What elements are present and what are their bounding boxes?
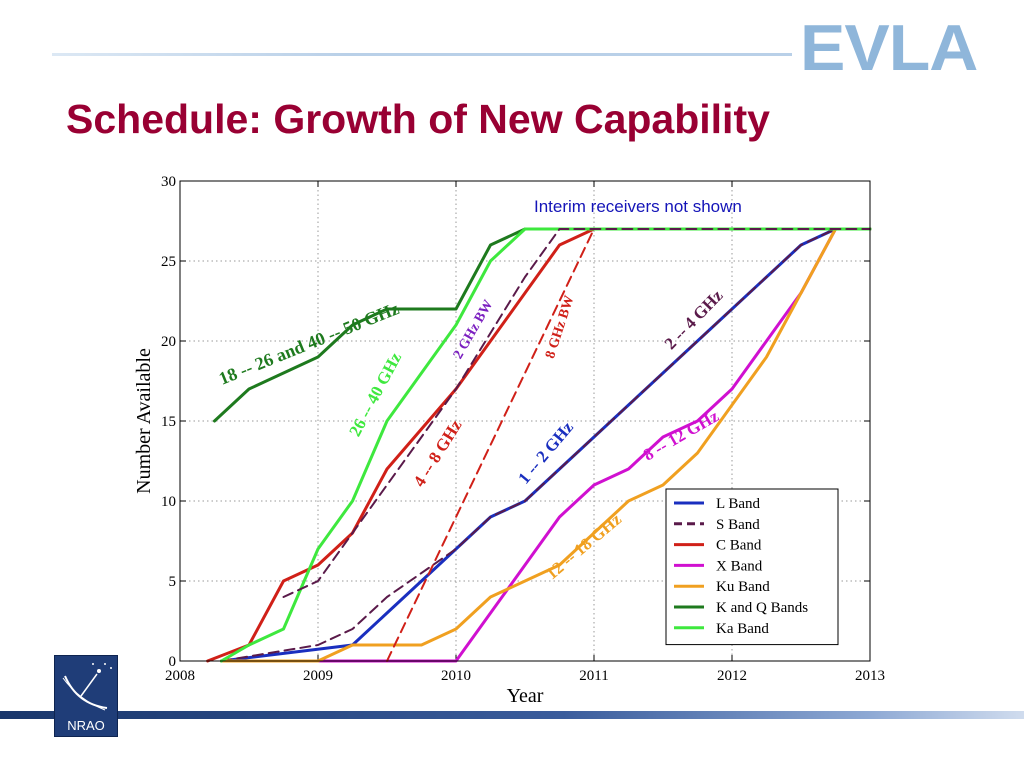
y-tick-label: 5 bbox=[169, 574, 177, 590]
series-line-k-and-q-bands bbox=[213, 227, 872, 423]
legend-item-label: L Band bbox=[716, 496, 761, 512]
x-tick-label: 2012 bbox=[717, 668, 747, 684]
x-tick-label: 2011 bbox=[579, 668, 608, 684]
legend-item-label: C Band bbox=[716, 538, 762, 554]
series-line-c-band bbox=[206, 227, 872, 663]
series-line-ku-band bbox=[219, 227, 872, 663]
chart-note: Interim receivers not shown bbox=[534, 197, 742, 216]
y-tick-label: 20 bbox=[161, 334, 176, 350]
y-tick-label: 30 bbox=[161, 174, 176, 190]
plot-frame bbox=[179, 180, 871, 662]
legend-item-label: Ka Band bbox=[716, 621, 769, 637]
legend-item-label: S Band bbox=[716, 517, 760, 533]
series-line-unlabeled-8 bbox=[386, 228, 595, 662]
y-tick-label: 15 bbox=[161, 414, 176, 430]
chart-container: 2008 2009 2010 2011 2012 2013 0 5 10 15 20 25 30 Year… bbox=[128, 168, 900, 712]
evla-logo: EVLA bbox=[800, 11, 978, 85]
legend-item-label: X Band bbox=[716, 558, 763, 574]
series-line-unlabeled-7 bbox=[282, 228, 871, 598]
nrao-logo-text: NRAO bbox=[67, 718, 105, 733]
telescope-dish-icon bbox=[62, 663, 112, 711]
series-line-s-band bbox=[220, 228, 871, 662]
y-axis-label: Number Available bbox=[133, 348, 155, 494]
x-tick-label: 2009 bbox=[303, 668, 333, 684]
slide-title: Schedule: Growth of New Capability bbox=[66, 96, 770, 142]
x-tick-label: 2008 bbox=[165, 668, 195, 684]
legend-item-label: Ku Band bbox=[716, 579, 770, 595]
x-tick-label: 2010 bbox=[441, 668, 471, 684]
y-tick-label: 25 bbox=[161, 254, 176, 270]
line-chart: 2008 2009 2010 2011 2012 2013 0 5 10 15 20 25 30 Year… bbox=[133, 174, 885, 707]
x-tick-label: 2013 bbox=[855, 668, 885, 684]
x-axis-label: Year bbox=[507, 685, 544, 707]
nrao-logo: NRAO bbox=[54, 655, 118, 737]
series-line-ka-band bbox=[219, 227, 872, 663]
legend-item-label: K and Q Bands bbox=[716, 600, 808, 616]
y-tick-label: 0 bbox=[169, 654, 177, 670]
y-tick-label: 10 bbox=[161, 494, 176, 510]
footer-bar bbox=[0, 711, 1024, 719]
header-rule bbox=[52, 53, 792, 56]
